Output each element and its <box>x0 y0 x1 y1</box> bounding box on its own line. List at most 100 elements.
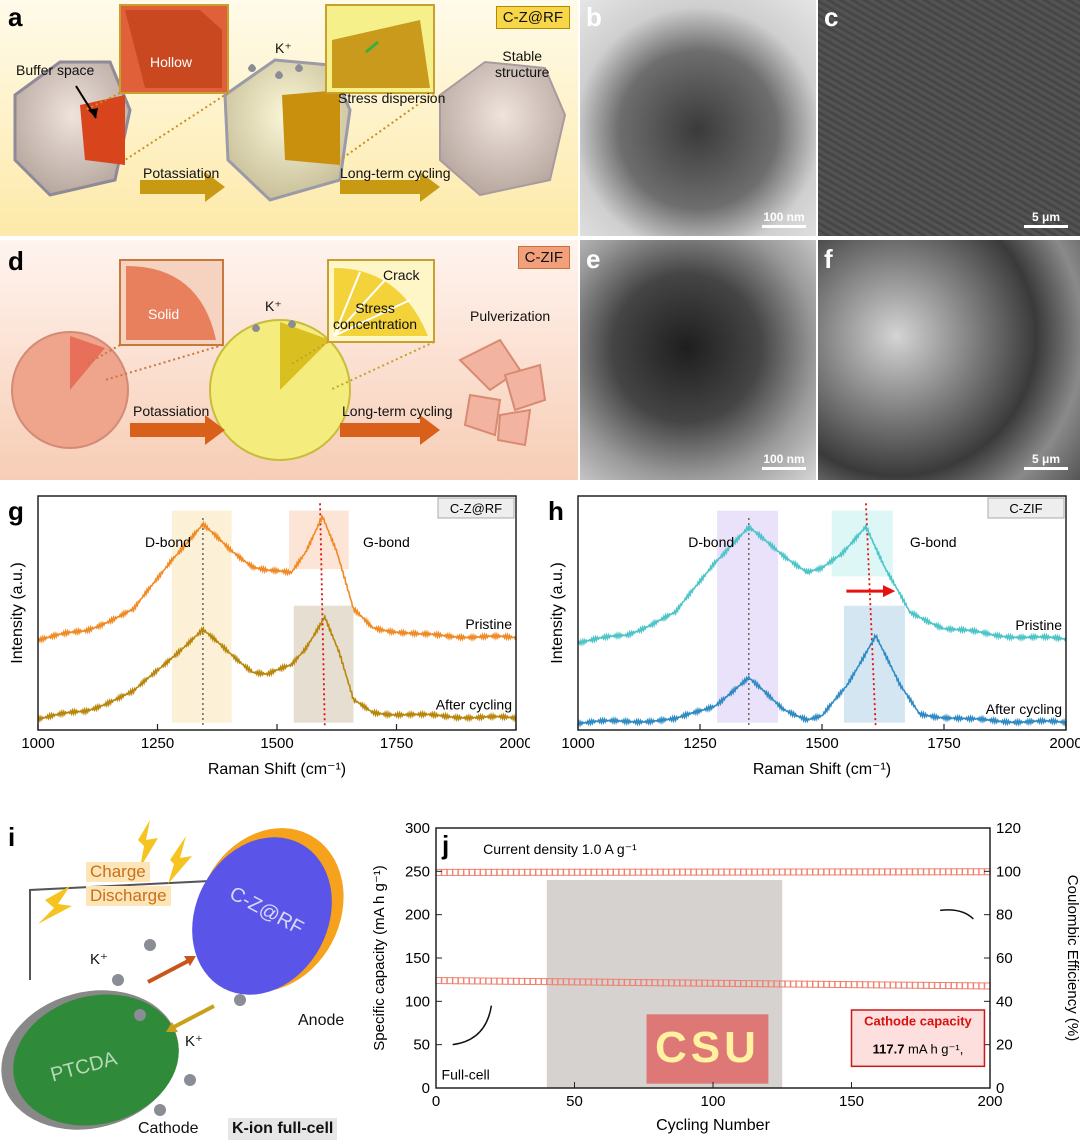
solid-label: Solid <box>148 306 180 322</box>
cube-stable <box>439 60 567 197</box>
panel-a-tag: C-Z@RF <box>495 6 570 29</box>
discharge-label: Discharge <box>86 886 171 906</box>
series-line-pristine <box>37 515 517 644</box>
x-axis-label-j: Cycling Number <box>656 1117 770 1134</box>
panel-d-label: d <box>8 246 24 276</box>
anode-disk <box>192 837 332 995</box>
hollow-label: Hollow <box>150 54 193 70</box>
y-tick-label-right: 120 <box>996 820 1021 837</box>
title-box <box>987 497 1065 519</box>
kplus-label-i1: K⁺ <box>90 951 108 968</box>
panel-i-label: i <box>8 822 16 852</box>
panel-c-label: c <box>824 2 839 32</box>
stress-dispersion-label: Stress dispersion <box>338 90 446 106</box>
y-tick-label-left: 250 <box>405 863 430 880</box>
chart-title: C-ZIF <box>1009 501 1042 516</box>
x-tick-label-j: 150 <box>839 1093 864 1110</box>
arrow-potassiation-a <box>140 172 225 202</box>
x-axis-label: Raman Shift (cm⁻¹) <box>753 761 891 778</box>
panel-g-label: g <box>8 496 24 526</box>
panel-j-label: j <box>441 830 449 860</box>
series-line-after-cycling <box>37 613 517 724</box>
led-board <box>646 1014 769 1084</box>
scale-text-e: 100 nm <box>763 452 805 466</box>
scale-text-c: 5 μm <box>1031 210 1061 224</box>
cube-cut <box>80 95 125 165</box>
title-box <box>437 497 515 519</box>
panel-d-tag: C-ZIF <box>517 246 570 269</box>
y-tick-label-left: 100 <box>405 993 430 1010</box>
g-bond-annotation: G-bond <box>910 534 957 550</box>
x-tick-label: 1500 <box>260 735 293 752</box>
panel-d-illustration <box>11 259 547 461</box>
panel-h-label: h <box>548 496 564 526</box>
panel-b-tem: b 100 nm <box>580 0 816 236</box>
potassiation-label-d: Potassiation <box>133 403 210 419</box>
x-tick-label: 1250 <box>141 735 174 752</box>
scale-text-f: 5 μm <box>1031 452 1061 466</box>
stable-structure-label: Stable structure <box>495 48 550 80</box>
y-tick-label-right: 20 <box>996 1037 1013 1054</box>
y-tick-label-right: 40 <box>996 993 1013 1010</box>
series-line-pristine <box>577 524 1067 647</box>
y-tick-label-right: 100 <box>996 863 1021 880</box>
x-tick-label-j: 0 <box>432 1093 440 1110</box>
pulverization-label: Pulverization <box>470 308 551 324</box>
panel-f-label: f <box>824 244 833 274</box>
series-label-after-cycling: After cycling <box>436 697 512 713</box>
fullcell-label-j: Full-cell <box>442 1066 490 1082</box>
x-axis-label: Raman Shift (cm⁻¹) <box>208 761 346 778</box>
arrow-cycling-d <box>340 415 440 445</box>
x-tick-label: 1500 <box>805 735 838 752</box>
y-axis-label: Intensity (a.u.) <box>549 562 566 663</box>
panel-e-label: e <box>586 244 601 274</box>
plot-frame <box>37 495 517 731</box>
y-tick-label-left: 0 <box>422 1080 430 1097</box>
panel-d: d C-ZIF Solid K⁺ Crack Stress concentrat… <box>0 240 578 480</box>
arrow-cycling-a <box>340 172 440 202</box>
panel-f-sem: f 5 μm <box>818 240 1080 480</box>
g-peak-line <box>865 503 877 728</box>
x-tick-label: 2000 <box>499 735 530 752</box>
x-tick-label: 1000 <box>21 735 54 752</box>
y-tick-label-left: 200 <box>405 907 430 924</box>
cube-cut-yellow <box>282 90 340 165</box>
cathode-disk <box>13 994 179 1126</box>
cathode-label: Cathode <box>138 1120 199 1137</box>
chart-title: C-Z@RF <box>450 501 502 516</box>
series-label-after-cycling: After cycling <box>986 701 1062 717</box>
panel-e-tem: e 100 nm <box>580 240 816 480</box>
highlight-band-3 <box>843 605 905 723</box>
crack-label: Crack <box>383 267 420 283</box>
y-tick-label-left: 50 <box>413 1037 430 1054</box>
panel-b-label: b <box>586 2 602 32</box>
lightning-icons <box>38 820 192 924</box>
series-line-after-cycling <box>577 633 1067 728</box>
scale-bar-b: 100 nm <box>762 210 806 228</box>
y-axis-label-right: Coulombic Efficiency (%) <box>1064 875 1080 1041</box>
x-tick-label-j: 200 <box>977 1093 1002 1110</box>
d-bond-annotation: D-bond <box>688 534 734 550</box>
x-tick-label: 1750 <box>927 735 960 752</box>
series-label-pristine: Pristine <box>465 616 512 632</box>
left-axis-pointer <box>452 1005 493 1046</box>
kplus-label-d: K⁺ <box>265 298 282 314</box>
stress-concentration-label: Stress concentration <box>333 300 418 332</box>
buffer-space-label: Buffer space <box>16 62 95 78</box>
x-tick-label-j: 50 <box>566 1093 583 1110</box>
panel-i: i Charge Discharge C-Z@RF PTCDA K⁺ K⁺ An… <box>0 820 375 1144</box>
panel-c-sem: c 5 μm <box>818 0 1080 236</box>
pulverized-fragments <box>458 338 547 447</box>
arrow-potassiation-d <box>130 415 225 445</box>
potassiation-label-a: Potassiation <box>143 165 220 181</box>
panel-a-illustration <box>13 4 567 202</box>
x-tick-label: 1750 <box>380 735 413 752</box>
x-tick-label: 1250 <box>683 735 716 752</box>
panel-a-label: a <box>8 2 23 32</box>
highlight-band-1 <box>717 510 779 723</box>
capacity-note-text: 117.7 mA h g⁻¹, <box>873 1041 964 1056</box>
kplus-label-i2: K⁺ <box>185 1033 203 1050</box>
y-tick-label-right: 0 <box>996 1080 1004 1097</box>
y-axis-label-left: Specific capacity (mA h g⁻¹) <box>371 865 388 1050</box>
